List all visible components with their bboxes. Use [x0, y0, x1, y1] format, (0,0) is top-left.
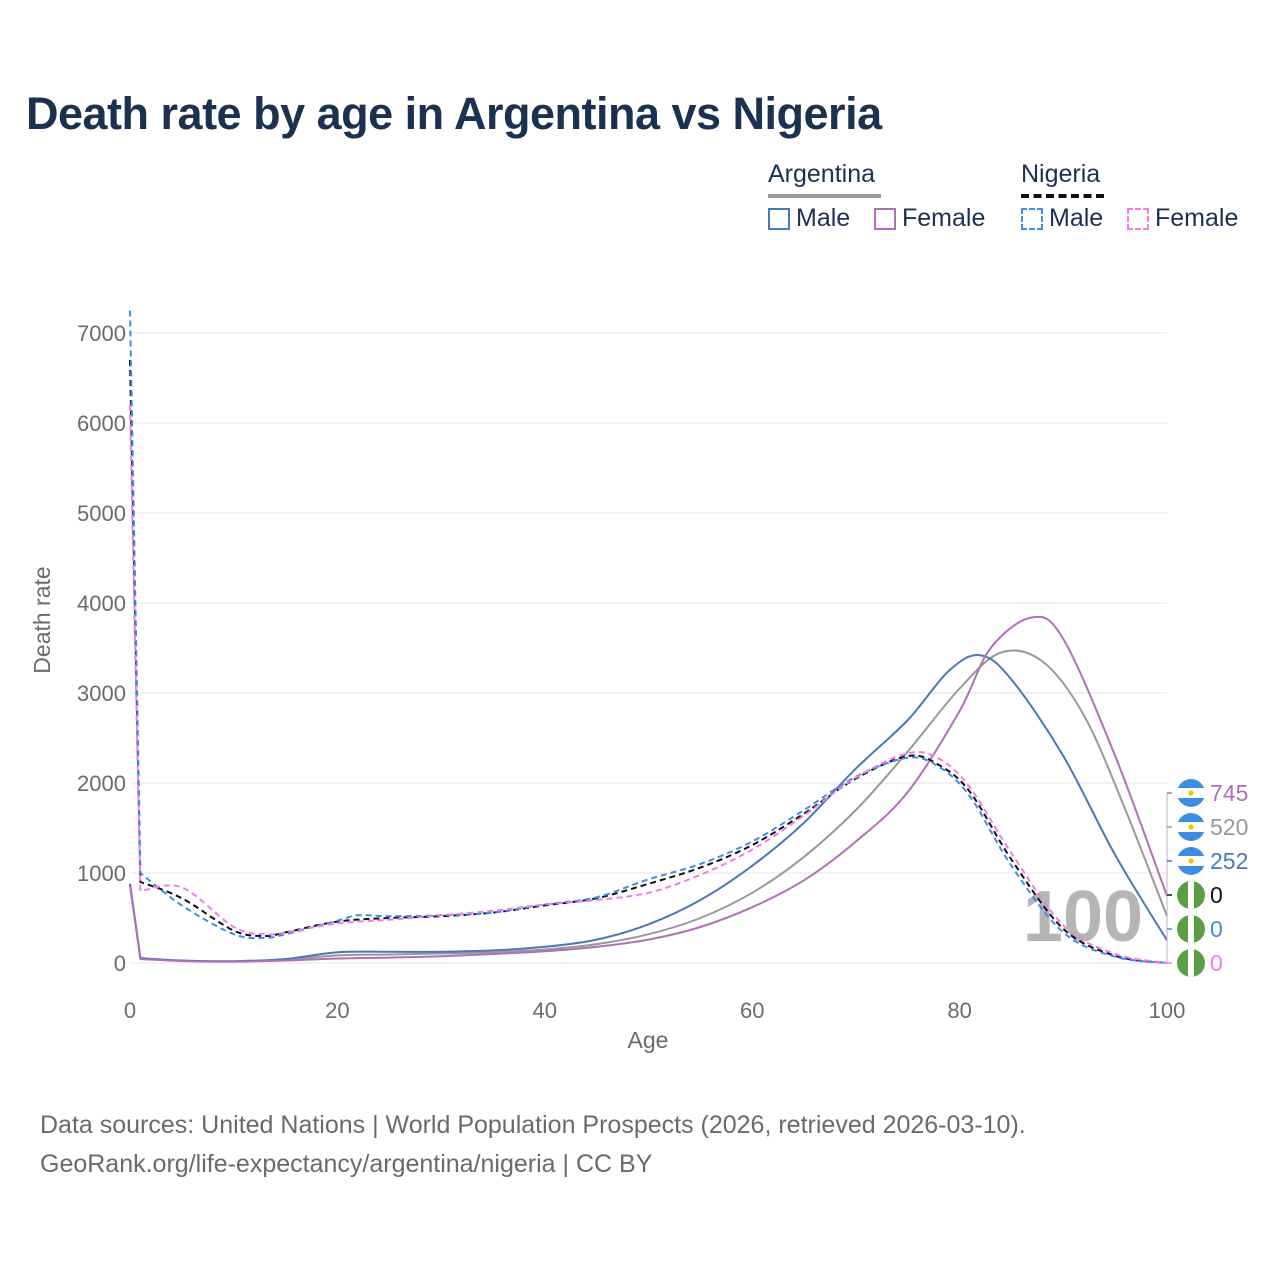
- flag-stripe-white: [1188, 881, 1194, 909]
- series-line-argentina-total[interactable]: [129, 649, 1168, 963]
- end-value-label: 520: [1210, 814, 1248, 840]
- end-marker-nigeria-5[interactable]: 0: [1167, 949, 1223, 977]
- legend-swatch-nigeria-male: [1021, 207, 1043, 230]
- flag-sun: [1188, 790, 1194, 796]
- chart-title: Death rate by age in Argentina vs Nigeri…: [26, 88, 882, 139]
- series-group: [129, 310, 1168, 964]
- legend-group-argentina[interactable]: Argentina: [768, 160, 875, 189]
- legend-swatch-argentina-male: [768, 207, 790, 230]
- flag-sun: [1188, 858, 1194, 864]
- footer-sources: Data sources: United Nations | World Pop…: [40, 1111, 1026, 1139]
- gridlines: [130, 332, 1167, 964]
- y-tick-label-7000: 7000: [77, 321, 126, 346]
- nigeria-flag-icon: [1177, 881, 1205, 909]
- end-value-label: 0: [1210, 882, 1223, 908]
- end-marker-argentina-0[interactable]: 745: [1167, 779, 1248, 807]
- footer: Data sources: United Nations | World Pop…: [40, 1106, 1026, 1184]
- footer-link[interactable]: GeoRank.org/life-expectancy/argentina/ni…: [40, 1150, 653, 1178]
- y-tick-label-4000: 4000: [77, 591, 126, 616]
- series-line-nigeria-male[interactable]: [129, 310, 1168, 964]
- x-tick-label-40: 40: [533, 998, 557, 1023]
- legend-swatch-nigeria-female: [1127, 207, 1149, 230]
- x-axis-ticks: 0 20 40 60 80 100: [124, 998, 1185, 1023]
- end-marker-argentina-1[interactable]: 520: [1167, 813, 1248, 841]
- y-tick-label-3000: 3000: [77, 681, 126, 706]
- legend-item-nigeria-male[interactable]: Male: [1021, 204, 1103, 233]
- end-markers: 745 520 252 0 0 0: [1166, 779, 1248, 977]
- end-value-label: 0: [1210, 950, 1223, 976]
- nigeria-flag-icon: [1177, 949, 1205, 977]
- y-axis-ticks: 0 1000 2000 3000 4000 5000 6000 7000: [77, 321, 126, 976]
- x-tick-label-80: 80: [947, 998, 971, 1023]
- x-tick-label-20: 20: [325, 998, 349, 1023]
- argentina-flag-icon: [1177, 813, 1205, 841]
- legend: Argentina Male Female Nigeria Male Femal…: [768, 160, 1268, 240]
- legend-label-argentina-female: Female: [902, 204, 986, 232]
- y-axis-title: Death rate: [29, 566, 55, 673]
- legend-item-nigeria-female[interactable]: Female: [1127, 204, 1238, 233]
- legend-line-argentina: [768, 194, 881, 198]
- end-marker-argentina-2[interactable]: 252: [1167, 847, 1248, 875]
- x-axis-title: Age: [628, 1027, 669, 1053]
- legend-swatch-argentina-female: [874, 207, 896, 230]
- series-line-nigeria-female[interactable]: [129, 404, 1168, 964]
- legend-group-nigeria[interactable]: Nigeria: [1021, 160, 1100, 189]
- series-line-argentina-male[interactable]: [129, 653, 1168, 963]
- y-tick-label-2000: 2000: [77, 771, 126, 796]
- x-tick-label-60: 60: [740, 998, 764, 1023]
- legend-label-nigeria-female: Female: [1155, 204, 1239, 232]
- x-tick-label-0: 0: [124, 998, 136, 1023]
- end-value-label: 0: [1210, 916, 1223, 942]
- end-marker-nigeria-4[interactable]: 0: [1167, 915, 1223, 943]
- y-tick-label-6000: 6000: [77, 411, 126, 436]
- flag-stripe-white: [1188, 949, 1194, 977]
- legend-label-argentina-male: Male: [796, 204, 851, 232]
- y-tick-label-5000: 5000: [77, 501, 126, 526]
- series-line-argentina-female[interactable]: [129, 615, 1168, 963]
- flag-sun: [1188, 824, 1194, 830]
- end-value-label: 252: [1210, 848, 1248, 874]
- y-tick-label-1000: 1000: [77, 861, 126, 886]
- end-value-label: 745: [1210, 780, 1248, 806]
- end-marker-nigeria-3[interactable]: 0: [1167, 881, 1223, 909]
- argentina-flag-icon: [1177, 847, 1205, 875]
- x-tick-label-100: 100: [1149, 998, 1186, 1023]
- legend-country-argentina: Argentina: [768, 160, 876, 188]
- legend-line-nigeria: [1021, 194, 1104, 198]
- argentina-flag-icon: [1177, 779, 1205, 807]
- legend-label-nigeria-male: Male: [1049, 204, 1104, 232]
- legend-item-argentina-male[interactable]: Male: [768, 204, 850, 233]
- legend-item-argentina-female[interactable]: Female: [874, 204, 985, 233]
- y-tick-label-0: 0: [114, 951, 126, 976]
- flag-stripe-white: [1188, 915, 1194, 943]
- nigeria-flag-icon: [1177, 915, 1205, 943]
- series-line-nigeria-total[interactable]: [129, 359, 1168, 964]
- legend-country-nigeria: Nigeria: [1021, 160, 1101, 188]
